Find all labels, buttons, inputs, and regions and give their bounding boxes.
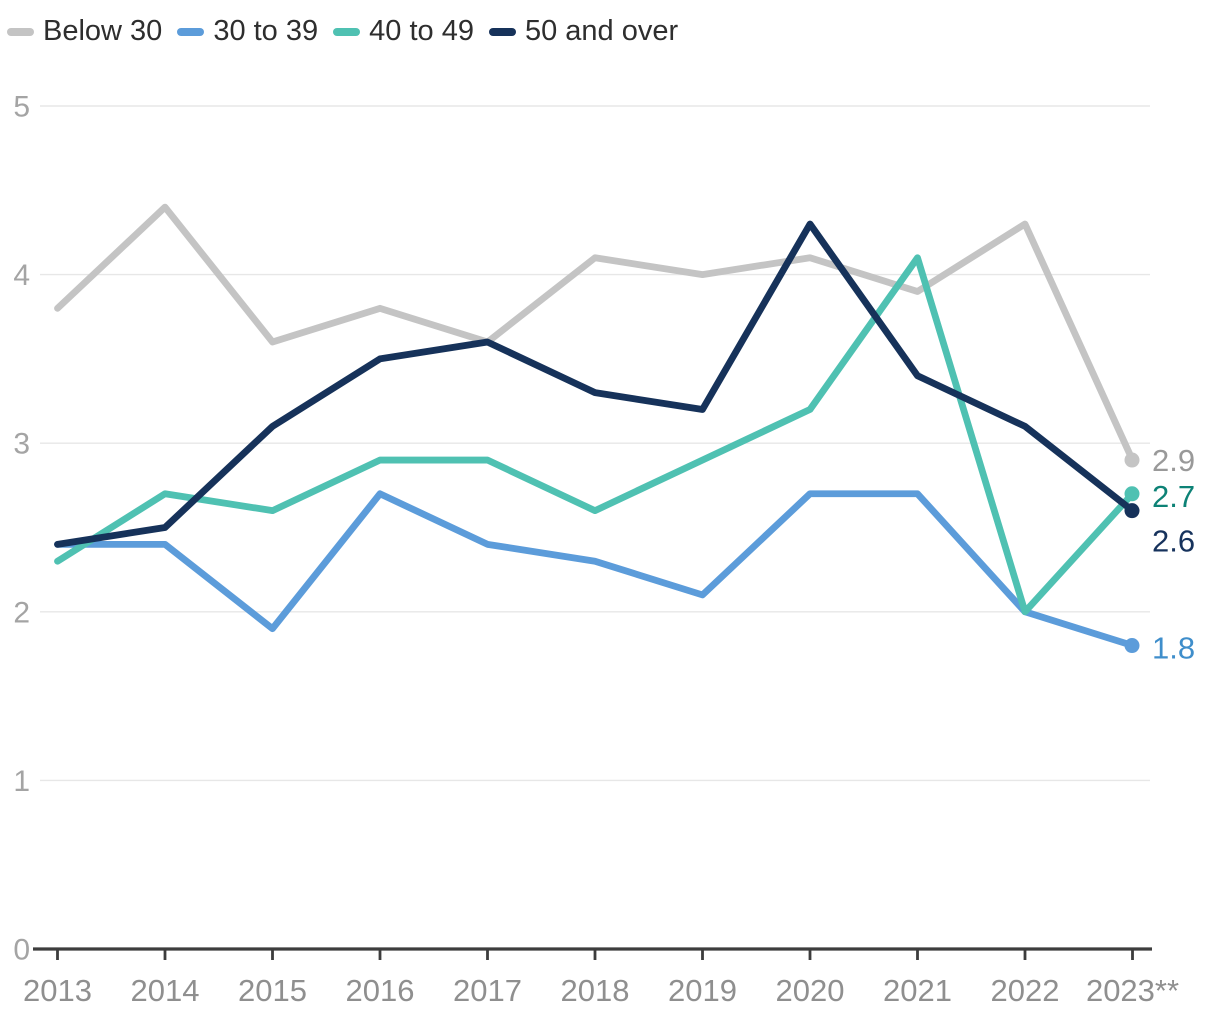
series-end-label-30-to-39: 1.8 <box>1152 631 1195 666</box>
legend-item-50-and-over: 50 and over <box>488 15 679 47</box>
x-tick-label-2017: 2017 <box>453 973 522 1008</box>
series-end-dot-40-to-49 <box>1124 486 1140 502</box>
x-tick-label-2013: 2013 <box>23 973 92 1008</box>
x-tick-label-2020: 2020 <box>776 973 845 1008</box>
y-tick-label-4: 4 <box>13 259 30 292</box>
x-tick-label-2016: 2016 <box>346 973 415 1008</box>
x-tick-label-2021: 2021 <box>883 973 952 1008</box>
y-tick-label-5: 5 <box>13 91 30 124</box>
legend-label-40-to-49: 40 to 49 <box>369 15 474 47</box>
y-tick-label-1: 1 <box>13 765 30 798</box>
y-tick-label-0: 0 <box>13 934 30 967</box>
y-tick-label-2: 2 <box>13 596 30 629</box>
legend-swatch-below-30 <box>7 27 34 36</box>
legend-item-30-to-39: 30 to 39 <box>177 17 318 46</box>
x-tick-label-2019: 2019 <box>668 973 737 1008</box>
series-end-label-40-to-49: 2.7 <box>1152 479 1195 514</box>
series-line-below-30 <box>54 203 1136 464</box>
legend-item-40-to-49: 40 to 49 <box>333 17 474 46</box>
chart-legend: Below 30 30 to 39 40 to 49 50 and over <box>7 17 678 46</box>
series-end-dot-50-and-over <box>1124 503 1140 519</box>
x-tick-label-2018: 2018 <box>561 973 630 1008</box>
legend-swatch-40-to-49 <box>333 27 361 36</box>
series-line-40-to-49 <box>54 254 1136 616</box>
series-end-label-50-and-over: 2.6 <box>1152 524 1195 559</box>
legend-item-below-30: Below 30 <box>7 17 162 46</box>
series-line-30-to-39 <box>54 490 1136 649</box>
x-tick-label-2014: 2014 <box>131 973 200 1008</box>
series-end-dot-below-30 <box>1124 452 1140 468</box>
legend-label-30-to-39: 30 to 39 <box>213 15 319 47</box>
series-end-dot-30-to-39 <box>1124 638 1140 654</box>
legend-label-below-30: Below 30 <box>43 15 163 47</box>
x-tick-label-2022: 2022 <box>991 973 1060 1008</box>
legend-label-50-and-over: 50 and over <box>524 15 679 47</box>
series-line-50-and-over <box>54 220 1136 548</box>
x-tick-label-2023: 2023** <box>1086 973 1179 1008</box>
x-tick-label-2015: 2015 <box>238 973 307 1008</box>
legend-swatch-50-and-over <box>488 27 516 36</box>
series-end-label-below-30: 2.9 <box>1152 443 1195 478</box>
y-tick-label-3: 3 <box>13 428 30 461</box>
legend-swatch-30-to-39 <box>177 27 205 36</box>
